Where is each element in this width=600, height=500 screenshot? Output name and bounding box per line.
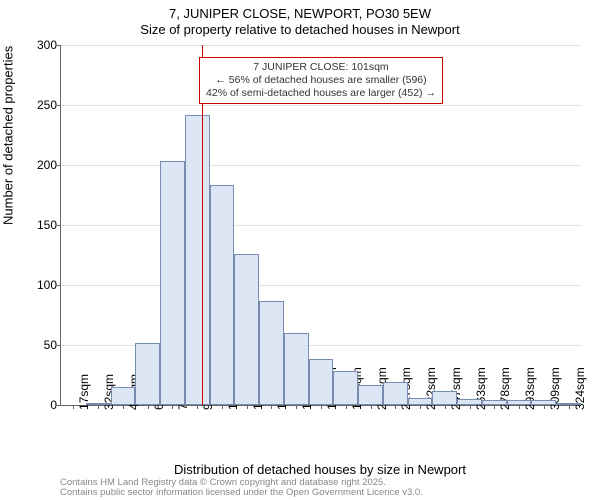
y-tick-label: 50 xyxy=(27,338,57,352)
footer-line2: Contains public sector information licen… xyxy=(60,488,423,498)
y-tick-mark xyxy=(57,405,61,406)
chart-container: 7, JUNIPER CLOSE, NEWPORT, PO30 5EW Size… xyxy=(0,0,600,500)
plot-area: 7 JUNIPER CLOSE: 101sqm ← 56% of detache… xyxy=(60,45,581,406)
histogram-bar xyxy=(408,398,433,405)
x-tick-mark xyxy=(73,405,74,409)
histogram-bar xyxy=(309,359,334,405)
x-tick-mark xyxy=(346,405,347,409)
x-tick-mark xyxy=(569,405,570,409)
histogram-bar xyxy=(185,115,210,405)
x-tick-mark xyxy=(321,405,322,409)
histogram-bar xyxy=(358,385,383,405)
x-tick-mark xyxy=(247,405,248,409)
x-tick-mark xyxy=(98,405,99,409)
histogram-bar xyxy=(160,161,185,405)
x-tick-mark xyxy=(148,405,149,409)
histogram-bar xyxy=(284,333,309,405)
histogram-bar xyxy=(135,343,160,405)
chart-title-line1: 7, JUNIPER CLOSE, NEWPORT, PO30 5EW xyxy=(0,6,600,21)
x-tick-mark xyxy=(445,405,446,409)
histogram-bar xyxy=(333,371,358,405)
histogram-bar xyxy=(383,382,408,405)
x-tick-mark xyxy=(271,405,272,409)
annotation-line1: 7 JUNIPER CLOSE: 101sqm xyxy=(206,61,436,74)
annotation-box: 7 JUNIPER CLOSE: 101sqm ← 56% of detache… xyxy=(199,57,443,104)
x-tick-mark xyxy=(395,405,396,409)
x-tick-mark xyxy=(494,405,495,409)
annotation-line3: 42% of semi-detached houses are larger (… xyxy=(206,87,436,100)
annotation-line2: ← 56% of detached houses are smaller (59… xyxy=(206,74,436,87)
x-tick-mark xyxy=(197,405,198,409)
x-tick-mark xyxy=(222,405,223,409)
x-tick-mark xyxy=(420,405,421,409)
x-tick-mark xyxy=(470,405,471,409)
x-tick-mark xyxy=(371,405,372,409)
x-axis-label: Distribution of detached houses by size … xyxy=(60,462,580,477)
histogram-bar xyxy=(482,400,507,405)
histogram-bar xyxy=(556,403,581,405)
histogram-bar xyxy=(86,403,111,405)
y-tick-label: 200 xyxy=(27,158,57,172)
x-tick-mark xyxy=(123,405,124,409)
histogram-bar xyxy=(111,387,136,405)
y-tick-label: 150 xyxy=(27,218,57,232)
histogram-bar xyxy=(210,185,235,405)
histogram-bar xyxy=(234,254,259,405)
y-tick-label: 250 xyxy=(27,98,57,112)
x-tick-mark xyxy=(172,405,173,409)
chart-footer: Contains HM Land Registry data © Crown c… xyxy=(60,478,423,499)
y-tick-label: 0 xyxy=(27,398,57,412)
histogram-bar xyxy=(531,400,556,405)
y-tick-label: 100 xyxy=(27,278,57,292)
chart-title-line2: Size of property relative to detached ho… xyxy=(0,22,600,37)
histogram-bar xyxy=(259,301,284,405)
x-tick-mark xyxy=(544,405,545,409)
x-tick-mark xyxy=(519,405,520,409)
histogram-bar xyxy=(432,391,457,405)
histogram-bar xyxy=(507,400,532,405)
histogram-bar xyxy=(457,399,482,405)
y-axis-label: Number of detached properties xyxy=(1,46,16,225)
x-tick-mark xyxy=(296,405,297,409)
y-tick-label: 300 xyxy=(27,38,57,52)
